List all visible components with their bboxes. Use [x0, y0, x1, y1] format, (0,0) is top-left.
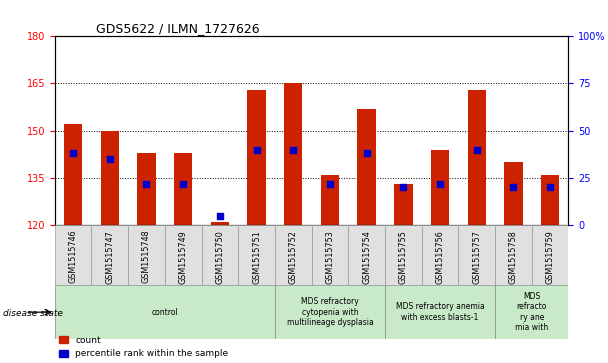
Legend: count, percentile rank within the sample: count, percentile rank within the sample [59, 336, 229, 359]
Bar [100, 131, 119, 225]
Bar [385, 225, 422, 285]
Text: MDS refractory anemia
with excess blasts-1: MDS refractory anemia with excess blasts… [396, 302, 485, 322]
Bar [211, 222, 229, 225]
Point [325, 181, 335, 187]
Point [288, 147, 298, 152]
Point [215, 213, 225, 219]
Bar [137, 153, 156, 225]
Text: control: control [151, 308, 178, 317]
Text: GSM1515757: GSM1515757 [472, 230, 482, 284]
Text: GSM1515759: GSM1515759 [545, 230, 554, 284]
Bar [495, 225, 532, 285]
Bar [165, 225, 201, 285]
Point [398, 184, 408, 190]
Text: GSM1515746: GSM1515746 [69, 230, 78, 284]
Text: GSM1515755: GSM1515755 [399, 230, 408, 284]
Bar [348, 225, 385, 285]
Bar [385, 285, 495, 339]
Point [545, 184, 555, 190]
Bar [91, 225, 128, 285]
Bar [311, 225, 348, 285]
Bar [55, 285, 275, 339]
Bar [394, 184, 412, 225]
Text: GSM1515748: GSM1515748 [142, 230, 151, 284]
Point [472, 147, 482, 152]
Bar [247, 90, 266, 225]
Text: GSM1515758: GSM1515758 [509, 230, 518, 284]
Bar [495, 285, 568, 339]
Bar [275, 285, 385, 339]
Bar [64, 125, 82, 225]
Bar [275, 225, 311, 285]
Bar [174, 153, 192, 225]
Text: GSM1515752: GSM1515752 [289, 230, 298, 284]
Bar [201, 225, 238, 285]
Point [252, 147, 261, 152]
Bar [541, 175, 559, 225]
Bar [422, 225, 458, 285]
Point [178, 181, 188, 187]
Text: MDS
refracto
ry ane
mia with: MDS refracto ry ane mia with [515, 292, 548, 332]
Point [435, 181, 445, 187]
Bar [238, 225, 275, 285]
Bar [358, 109, 376, 225]
Bar [128, 225, 165, 285]
Text: GSM1515751: GSM1515751 [252, 230, 261, 284]
Point [508, 184, 518, 190]
Text: GSM1515753: GSM1515753 [325, 230, 334, 284]
Point [142, 181, 151, 187]
Text: MDS refractory
cytopenia with
multilineage dysplasia: MDS refractory cytopenia with multilinea… [286, 297, 373, 327]
Bar [458, 225, 495, 285]
Text: GSM1515756: GSM1515756 [435, 230, 444, 284]
Text: GDS5622 / ILMN_1727626: GDS5622 / ILMN_1727626 [96, 22, 260, 35]
Point [362, 150, 371, 156]
Bar [55, 225, 91, 285]
Point [105, 156, 115, 162]
Bar [504, 162, 523, 225]
Bar [532, 225, 568, 285]
Bar [321, 175, 339, 225]
Text: GSM1515754: GSM1515754 [362, 230, 371, 284]
Bar [468, 90, 486, 225]
Text: disease state: disease state [3, 310, 63, 318]
Bar [284, 83, 302, 225]
Text: GSM1515750: GSM1515750 [215, 230, 224, 284]
Text: GSM1515747: GSM1515747 [105, 230, 114, 284]
Bar [431, 150, 449, 225]
Point [68, 150, 78, 156]
Text: GSM1515749: GSM1515749 [179, 230, 188, 284]
